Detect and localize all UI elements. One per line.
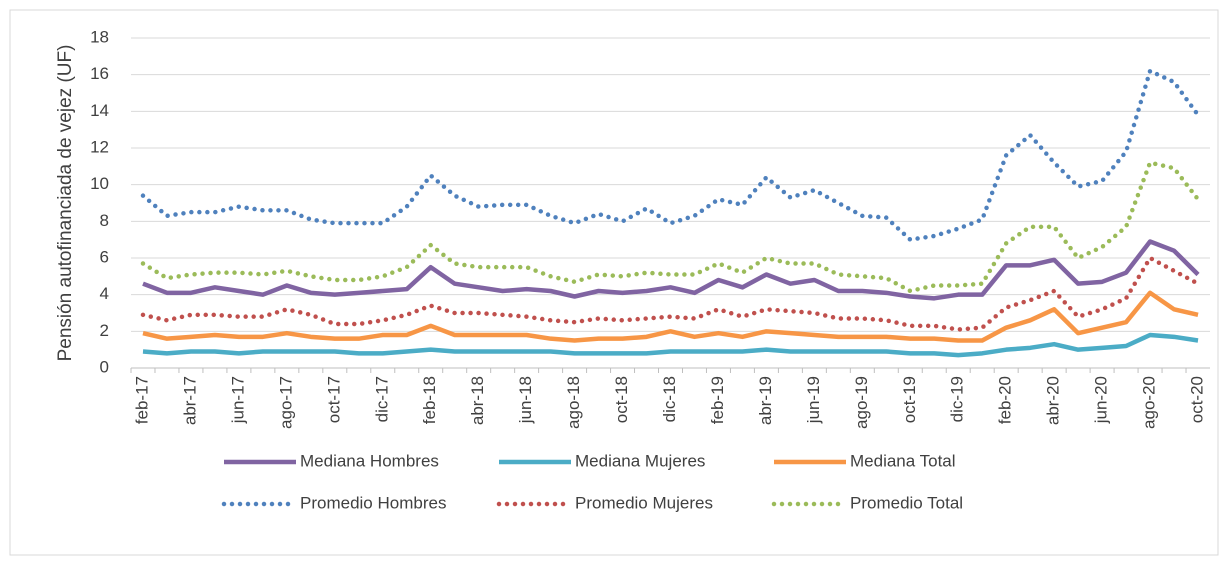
y-tick-label: 6 [100, 247, 109, 266]
x-tick-label: ago-17 [276, 376, 295, 429]
y-tick-label: 0 [100, 357, 109, 376]
x-tick-label: ago-20 [1140, 376, 1159, 429]
x-tick-label: dic-17 [372, 376, 391, 422]
y-tick-label: 2 [100, 321, 109, 340]
x-tick-label: feb-19 [708, 376, 727, 424]
y-tick-label: 12 [90, 137, 109, 156]
x-tick-label: jun-19 [804, 376, 823, 424]
y-tick-label: 10 [90, 174, 109, 193]
series-line [142, 332, 1199, 358]
x-tick-label: ago-19 [852, 376, 871, 429]
x-tick-label: abr-18 [468, 376, 487, 425]
x-tick-label: ago-18 [564, 376, 583, 429]
x-tick-label: abr-17 [180, 376, 199, 425]
x-tick-label: abr-20 [1044, 376, 1063, 425]
series-line [142, 290, 1199, 343]
legend-label: Promedio Hombres [300, 493, 446, 512]
legend-label: Mediana Mujeres [575, 451, 705, 470]
x-tick-label: jun-18 [516, 376, 535, 424]
x-tick-label: oct-19 [900, 376, 919, 423]
series-line [140, 160, 1201, 294]
y-tick-label: 4 [100, 284, 109, 303]
y-tick-label: 18 [90, 27, 109, 46]
x-tick-label: oct-17 [324, 376, 343, 423]
x-tick-label: abr-19 [756, 376, 775, 425]
legend-label: Promedio Mujeres [575, 493, 713, 512]
legend-label: Mediana Hombres [300, 451, 439, 470]
y-tick-label: 16 [90, 64, 109, 83]
x-tick-label: feb-18 [420, 376, 439, 424]
series-line [142, 239, 1200, 301]
chart-border [9, 9, 1219, 556]
legend-label: Mediana Total [850, 451, 956, 470]
y-tick-label: 8 [100, 211, 109, 230]
x-tick-label: oct-18 [612, 376, 631, 423]
y-axis-title: Pensión autofinanciada de vejez (UF) [55, 45, 76, 362]
x-tick-label: dic-19 [948, 376, 967, 422]
y-tick-label: 14 [90, 101, 109, 120]
series-line [140, 67, 1201, 243]
x-tick-label: feb-17 [132, 376, 151, 424]
x-tick-label: jun-20 [1092, 376, 1111, 424]
x-tick-label: feb-20 [996, 376, 1015, 424]
series-line [140, 255, 1201, 332]
legend-label: Promedio Total [850, 493, 963, 512]
x-tick-label: dic-18 [660, 376, 679, 422]
x-tick-label: oct-20 [1187, 376, 1206, 423]
x-tick-label: jun-17 [228, 376, 247, 424]
